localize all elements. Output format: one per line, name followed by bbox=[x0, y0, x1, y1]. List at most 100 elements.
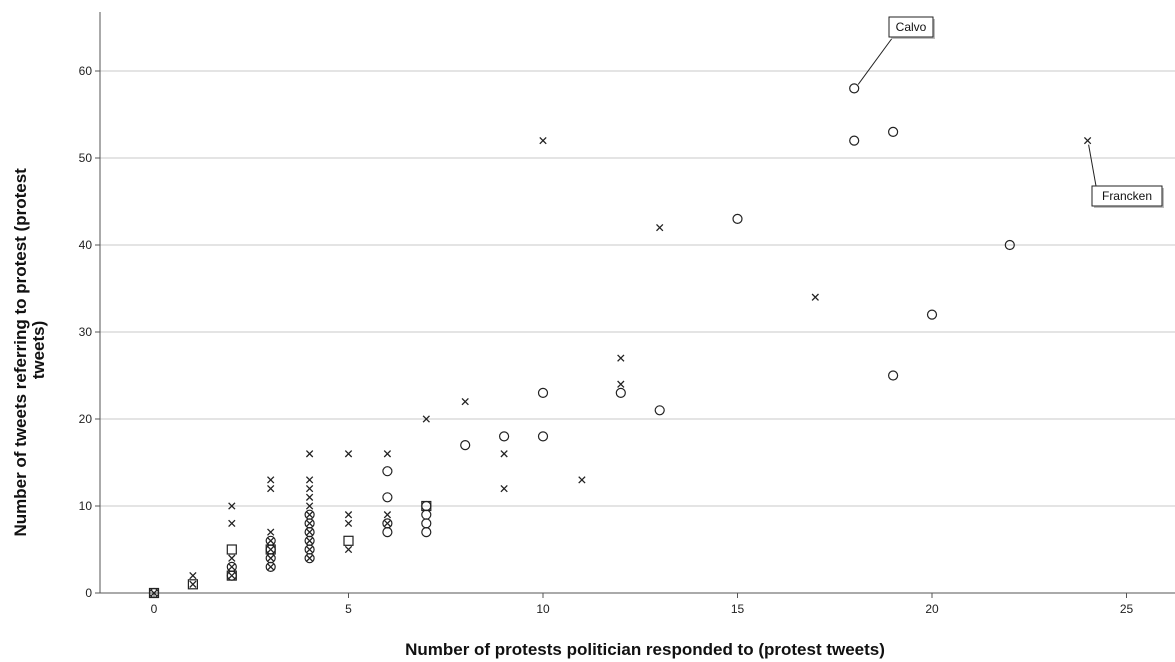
annotation-box bbox=[888, 16, 934, 38]
x-axis-ticks: 0 5 10 15 20 25 bbox=[151, 593, 1133, 616]
point-cross-stroke bbox=[344, 450, 353, 458]
point-cross bbox=[578, 476, 586, 484]
point-cross bbox=[267, 484, 275, 493]
annotation-label: Francken bbox=[1088, 144, 1164, 208]
x-tick-label: 15 bbox=[731, 602, 745, 616]
point-cross-stroke bbox=[383, 511, 392, 519]
point-cross-stroke bbox=[305, 450, 314, 458]
point-cross-stroke bbox=[617, 354, 625, 362]
y-axis-ticks: 0 10 20 30 40 50 60 bbox=[79, 64, 100, 600]
point-circle bbox=[382, 526, 393, 538]
point-cross-stroke bbox=[228, 554, 236, 562]
point-circle bbox=[382, 466, 393, 477]
point-circle bbox=[849, 83, 860, 94]
point-circle bbox=[537, 387, 549, 398]
point-cross bbox=[656, 223, 664, 232]
point-cross-stroke bbox=[305, 545, 314, 554]
point-cross-stroke bbox=[500, 450, 508, 458]
point-cross-stroke bbox=[305, 537, 314, 545]
point-cross-stroke bbox=[305, 493, 314, 501]
point-cross-stroke bbox=[578, 476, 586, 484]
point-circle bbox=[887, 370, 899, 381]
point-cross-stroke bbox=[539, 136, 547, 145]
point-cross-stroke bbox=[305, 554, 314, 562]
point-cross bbox=[344, 450, 353, 458]
point-circle bbox=[654, 405, 665, 416]
point-cross bbox=[305, 450, 314, 458]
point-cross bbox=[422, 415, 430, 423]
x-tick-label: 5 bbox=[345, 602, 352, 616]
point-circle bbox=[460, 440, 471, 451]
y-tick-label: 40 bbox=[79, 238, 93, 252]
point-cross bbox=[617, 354, 625, 362]
point-square bbox=[226, 570, 237, 581]
point-cross bbox=[1083, 136, 1092, 145]
point-circle bbox=[304, 553, 315, 564]
point-circle bbox=[1004, 239, 1015, 251]
point-cross-stroke bbox=[305, 476, 314, 484]
point-cross bbox=[461, 397, 469, 406]
point-cross-stroke bbox=[228, 502, 236, 510]
point-square bbox=[421, 500, 432, 512]
y-tick-label: 10 bbox=[79, 499, 93, 513]
point-cross bbox=[189, 571, 197, 580]
point-cross bbox=[344, 511, 353, 519]
point-cross bbox=[228, 554, 236, 562]
point-cross-stroke bbox=[344, 519, 353, 528]
point-cross-stroke bbox=[461, 397, 469, 406]
point-cross bbox=[305, 537, 314, 545]
point-cross-stroke bbox=[305, 528, 314, 536]
y-axis-title-line-2: tweets) bbox=[29, 321, 48, 380]
data-points bbox=[148, 83, 1092, 599]
point-square bbox=[343, 535, 354, 546]
y-tick-label: 50 bbox=[79, 151, 93, 165]
point-circle bbox=[421, 526, 432, 538]
point-cross bbox=[305, 554, 314, 562]
gridlines bbox=[100, 70, 1175, 507]
point-cross-stroke bbox=[228, 519, 236, 528]
point-circle bbox=[926, 309, 938, 320]
point-cross-stroke bbox=[228, 571, 236, 580]
y-axis-title-line-1: Number of tweets referring to protest (p… bbox=[11, 168, 30, 537]
point-square bbox=[265, 544, 276, 555]
point-cross bbox=[305, 528, 314, 536]
point-cross-stroke bbox=[305, 511, 314, 519]
annotation-leader bbox=[857, 36, 894, 85]
point-circle bbox=[887, 126, 899, 137]
point-circle bbox=[849, 135, 860, 146]
point-cross-stroke bbox=[344, 545, 353, 554]
point-cross-stroke bbox=[150, 589, 158, 597]
point-circle bbox=[421, 518, 432, 529]
point-cross bbox=[267, 476, 275, 484]
point-circle bbox=[615, 387, 626, 398]
point-cross-stroke bbox=[383, 450, 392, 458]
point-cross bbox=[267, 563, 275, 571]
point-cross bbox=[383, 450, 392, 458]
point-cross-stroke bbox=[267, 545, 275, 554]
point-cross bbox=[305, 484, 314, 493]
point-circle bbox=[537, 431, 549, 442]
point-cross bbox=[383, 511, 392, 519]
point-cross bbox=[228, 502, 236, 510]
point-cross bbox=[267, 528, 275, 536]
point-cross-stroke bbox=[617, 380, 625, 388]
point-cross-stroke bbox=[228, 563, 236, 571]
point-cross bbox=[305, 502, 314, 510]
point-circle bbox=[732, 213, 743, 224]
point-cross bbox=[267, 537, 275, 545]
point-circle bbox=[499, 431, 510, 442]
y-axis-title: Number of tweets referring to protest (p… bbox=[11, 163, 48, 536]
point-cross-stroke bbox=[267, 554, 275, 562]
x-tick-label: 20 bbox=[925, 602, 939, 616]
point-cross bbox=[617, 380, 625, 388]
annotation-box bbox=[1091, 185, 1163, 207]
point-cross-stroke bbox=[811, 293, 819, 301]
point-cross bbox=[305, 511, 314, 519]
point-cross bbox=[189, 580, 197, 588]
point-cross bbox=[267, 554, 275, 562]
annotation-leader bbox=[1088, 144, 1097, 187]
point-cross-stroke bbox=[422, 415, 430, 423]
point-cross bbox=[305, 493, 314, 501]
point-cross-stroke bbox=[189, 580, 197, 588]
